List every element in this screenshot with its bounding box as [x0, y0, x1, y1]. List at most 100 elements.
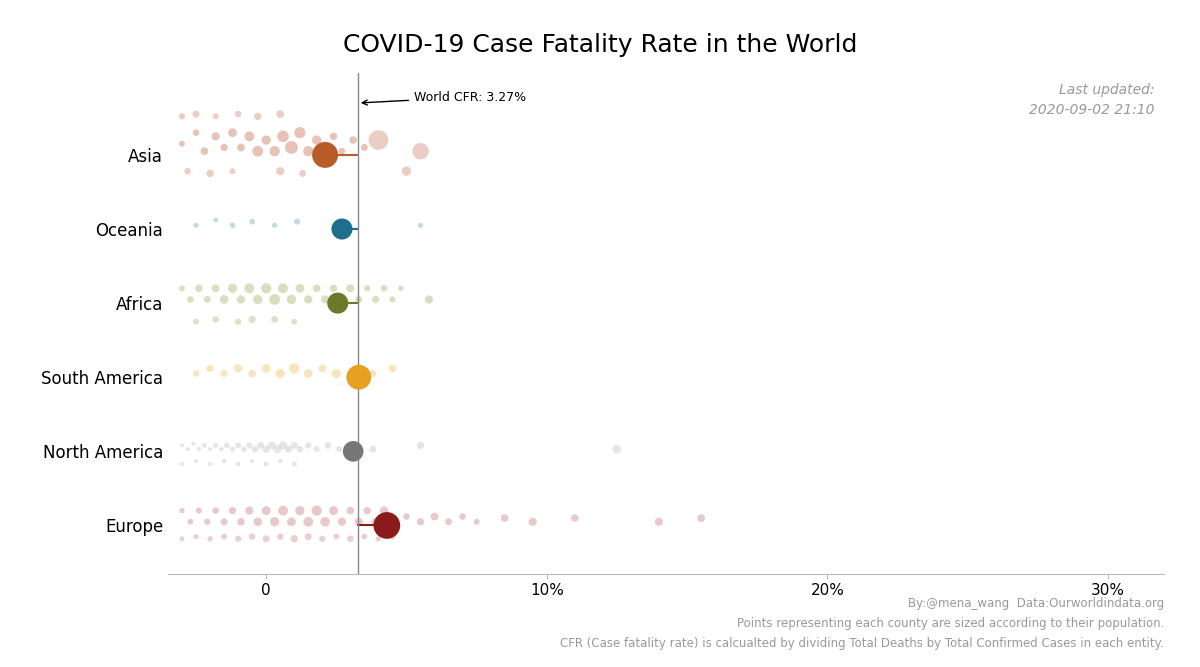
Point [228, 440, 247, 451]
Point [173, 283, 192, 293]
Point [349, 516, 368, 527]
Point [242, 456, 262, 466]
Point [240, 283, 259, 293]
Point [326, 531, 346, 542]
Point [280, 444, 299, 454]
Point [173, 459, 192, 470]
Point [374, 506, 394, 516]
Point [215, 531, 234, 542]
Point [271, 368, 290, 379]
Point [215, 516, 234, 527]
Point [232, 516, 251, 527]
Point [410, 220, 430, 231]
Point [234, 444, 253, 454]
Point [242, 216, 262, 227]
Point [265, 220, 284, 231]
Point [282, 516, 301, 527]
Point [565, 513, 584, 524]
Point [215, 294, 234, 305]
Point [265, 146, 284, 157]
Point [397, 511, 416, 522]
Point [307, 135, 326, 145]
Point [194, 146, 214, 157]
Point [228, 459, 247, 470]
Point [215, 368, 234, 379]
Point [318, 440, 337, 451]
Point [194, 440, 214, 451]
Point [240, 440, 259, 451]
Point [228, 363, 247, 374]
Point [299, 368, 318, 379]
Point [186, 109, 205, 119]
Point [215, 142, 234, 153]
Point [341, 534, 360, 544]
Text: Points representing each county are sized according to their population.: Points representing each county are size… [737, 618, 1164, 630]
Point [248, 111, 268, 121]
Point [383, 531, 402, 542]
Point [173, 111, 192, 121]
Point [257, 363, 276, 374]
Point [181, 516, 200, 527]
Point [439, 516, 458, 527]
Point [467, 516, 486, 527]
Point [223, 506, 242, 516]
Point [274, 283, 293, 293]
Point [257, 534, 276, 544]
Text: COVID-19 Case Fatality Rate in the World: COVID-19 Case Fatality Rate in the World [343, 33, 857, 57]
Point [330, 444, 349, 454]
Point [206, 314, 226, 325]
Point [391, 283, 410, 293]
Point [186, 456, 205, 466]
Point [248, 516, 268, 527]
Point [228, 316, 247, 327]
Point [425, 511, 444, 522]
Point [328, 297, 347, 308]
Point [271, 456, 290, 466]
Point [284, 316, 304, 327]
Point [265, 516, 284, 527]
Point [293, 168, 312, 179]
Point [355, 531, 374, 542]
Point [358, 506, 377, 516]
Point [307, 283, 326, 293]
Point [299, 146, 318, 157]
Point [242, 314, 262, 325]
Point [397, 166, 416, 177]
Point [245, 444, 264, 454]
Point [332, 516, 352, 527]
Point [316, 294, 335, 305]
Point [274, 506, 293, 516]
Point [206, 131, 226, 141]
Point [313, 363, 332, 374]
Point [248, 294, 268, 305]
Point [307, 506, 326, 516]
Point [383, 294, 402, 305]
Point [248, 146, 268, 157]
Point [206, 215, 226, 225]
Point [223, 444, 242, 454]
Point [211, 444, 230, 454]
Point [271, 531, 290, 542]
Point [366, 516, 385, 527]
Text: By:@mena_wang  Data:Ourworldindata.org: By:@mena_wang Data:Ourworldindata.org [907, 598, 1164, 610]
Point [228, 109, 247, 119]
Point [223, 127, 242, 138]
Point [173, 440, 192, 451]
Point [223, 166, 242, 177]
Point [364, 368, 383, 379]
Point [377, 520, 396, 531]
Point [186, 368, 205, 379]
Point [316, 142, 335, 153]
Point [332, 223, 352, 234]
Point [691, 513, 710, 524]
Point [496, 513, 515, 524]
Point [200, 363, 220, 374]
Point [232, 142, 251, 153]
Point [419, 294, 438, 305]
Text: CFR (Case fatality rate) is calcualted by dividing Total Deaths by Total Confirm: CFR (Case fatality rate) is calcualted b… [560, 638, 1164, 650]
Point [198, 294, 217, 305]
Point [316, 516, 335, 527]
Point [265, 314, 284, 325]
Point [217, 440, 236, 451]
Point [410, 440, 430, 451]
